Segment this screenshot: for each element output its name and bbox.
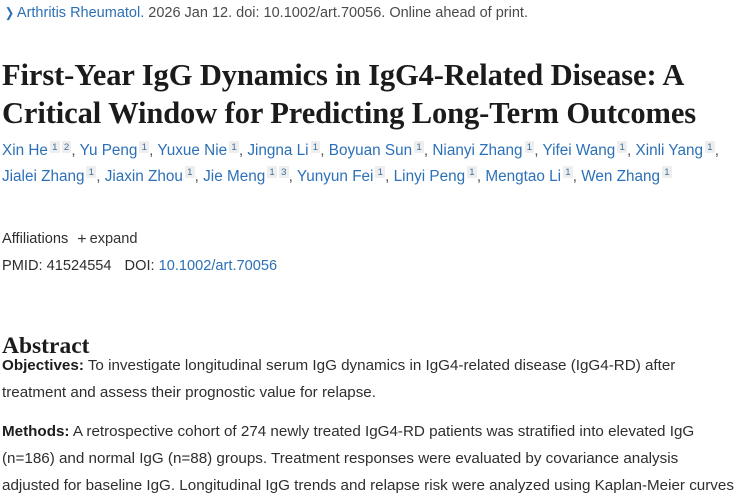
author-affiliation-badge[interactable]: 1 (310, 140, 321, 153)
chevron-right-icon: ❯ (4, 5, 15, 20)
abstract-section-text: To investigate longitudinal serum IgG dy… (2, 357, 676, 401)
author-affiliation-badge[interactable]: 1 (267, 166, 277, 179)
pmid-value: 41524554 (46, 258, 112, 274)
author-affiliation-badge[interactable]: 1 (563, 166, 573, 179)
pmid-label: PMID: (2, 258, 43, 274)
author-link[interactable]: Linyi Peng (393, 167, 466, 185)
author-affiliation-badge[interactable]: 1 (184, 166, 195, 179)
author-affiliation-badge[interactable]: 1 (375, 166, 386, 179)
author-affiliation-badge[interactable]: 1 (617, 140, 628, 153)
author-affiliation-badge[interactable]: 1 (662, 166, 672, 179)
author-affiliation-badge[interactable]: 2 (61, 140, 72, 153)
author-list: Xin He 1 2, Yu Peng 1, Yuxue Nie 1, Jingna L… (2, 138, 748, 189)
author-separator: , (385, 167, 394, 185)
author-separator: , (572, 167, 582, 185)
affiliations-expand-button[interactable]: + expand (77, 229, 137, 249)
plus-icon: + (77, 231, 87, 248)
author-separator: , (714, 142, 719, 159)
author-link[interactable]: Wen Zhang (581, 167, 661, 185)
author-separator: , (71, 142, 80, 159)
author-separator: , (320, 142, 329, 159)
author-separator: , (96, 167, 105, 185)
affiliations-label: Affiliations (2, 231, 69, 247)
author-link[interactable]: Yu Peng (79, 142, 138, 159)
affiliations-row: Affiliations + expand (2, 229, 137, 249)
author-link[interactable]: Xinli Yang (635, 142, 704, 159)
author-link[interactable]: Jiaxin Zhou (104, 167, 183, 185)
author-separator: , (194, 167, 204, 185)
author-affiliation-badge[interactable]: 3 (278, 166, 289, 179)
author-separator: , (476, 167, 486, 185)
author-link[interactable]: Xin He (2, 142, 48, 159)
author-affiliation-badge[interactable]: 1 (139, 140, 150, 153)
author-link[interactable]: Yunyun Fei (296, 167, 374, 185)
abstract-section-label: Methods: (2, 423, 70, 440)
author-affiliation-badge[interactable]: 1 (524, 140, 535, 153)
author-link[interactable]: Boyuan Sun (328, 142, 413, 159)
affiliations-expand-label: expand (89, 231, 138, 247)
author-affiliation-badge[interactable]: 1 (229, 140, 239, 153)
author-link[interactable]: Jialei Zhang (2, 167, 85, 185)
abstract-heading: Abstract (2, 332, 90, 359)
author-separator: , (238, 142, 248, 159)
author-link[interactable]: Yuxue Nie (157, 142, 228, 159)
identifier-row: PMID: 41524554 DOI: 10.1002/art.70056 (2, 256, 277, 276)
author-separator: , (149, 142, 158, 159)
abstract-section: Objectives: To investigate longitudinal … (2, 352, 738, 406)
author-affiliation-badge[interactable]: 1 (86, 166, 97, 179)
author-link[interactable]: Mengtao Li (485, 167, 562, 185)
abstract-section-text: A retrospective cohort of 274 newly trea… (2, 423, 734, 494)
author-link[interactable]: Yifei Wang (542, 142, 616, 159)
author-link[interactable]: Jingna Li (247, 142, 309, 159)
author-affiliation-badge[interactable]: 1 (705, 140, 715, 153)
author-separator: , (534, 142, 543, 159)
journal-citation-line: ❯ Arthritis Rheumatol. 2026 Jan 12. doi: … (4, 3, 746, 23)
author-link[interactable]: Jie Meng (203, 167, 266, 185)
author-separator: , (627, 142, 636, 159)
author-link[interactable]: Nianyi Zhang (432, 142, 523, 159)
author-affiliation-badge[interactable]: 1 (467, 166, 477, 179)
journal-title-link[interactable]: Arthritis Rheumatol. (16, 5, 145, 21)
author-affiliation-badge[interactable]: 1 (49, 140, 60, 153)
abstract-section: Methods: A retrospective cohort of 274 n… (2, 418, 738, 500)
article-title: First-Year IgG Dynamics in IgG4-Related … (2, 58, 697, 131)
doi-link[interactable]: 10.1002/art.70056 (158, 258, 278, 274)
citation-details: 2026 Jan 12. doi: 10.1002/art.70056. Onl… (144, 5, 528, 21)
abstract-section-label: Objectives: (2, 357, 84, 374)
author-separator: , (288, 167, 297, 185)
author-affiliation-badge[interactable]: 1 (414, 140, 424, 153)
abstract-body: Objectives: To investigate longitudinal … (2, 352, 738, 500)
author-separator: , (423, 142, 433, 159)
doi-label: DOI: (124, 258, 155, 274)
